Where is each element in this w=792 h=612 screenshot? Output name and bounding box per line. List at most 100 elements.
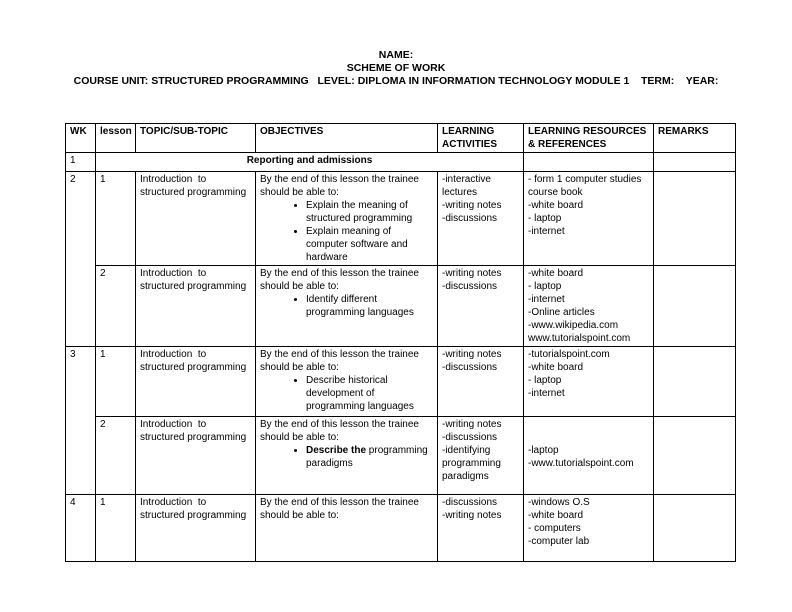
lesson-row: 3 1 Introduction to structured programming… [65, 346, 736, 495]
table-body: 1 Reporting and admissions 2 1 Introduction … [65, 152, 736, 562]
objective-bullet: Explain meaning of computer software and… [306, 225, 433, 264]
resource-item: - laptop [528, 281, 562, 292]
resources-cell: - form 1 computer studies course book -wh… [523, 171, 654, 266]
topic-cell: Introduction to structured programming [135, 265, 256, 347]
title-name-line: NAME: [378, 49, 414, 61]
objective-bold-text: Describe the [306, 445, 367, 456]
objectives-cell: By the end of this lesson the trainee sh… [255, 494, 438, 562]
remarks-cell [653, 494, 736, 562]
resource-item: -internet [528, 226, 565, 237]
resource-item: - computers [528, 523, 581, 534]
lesson-row: 2 1 Introduction to structured programming… [65, 171, 736, 347]
objectives-bullet-list: Identify different programming languages [260, 293, 433, 319]
column-header-topic: TOPIC/SUB-TOPIC [135, 123, 256, 153]
topic-cell: Introduction to structured programming [135, 346, 256, 417]
resources-cell: -tutorialspoint.com -white board - laptop -… [523, 346, 654, 417]
column-header-lesson: lesson [95, 123, 136, 153]
remarks-cell [653, 265, 736, 347]
activities-cell: -discussions -writing notes [437, 494, 524, 562]
resource-item: -white board [528, 362, 584, 373]
resource-item: -tutorialspoint.com [528, 349, 610, 360]
activity-item: -writing notes [442, 510, 502, 521]
resource-item: - form 1 computer studies course book [528, 174, 642, 198]
resource-item: -internet [528, 294, 565, 305]
resource-item: -white board [528, 510, 584, 521]
wk-cell: 2 [65, 171, 96, 347]
activity-item: -interactive lectures [442, 174, 491, 198]
objectives-bullet-list: Describe the programming paradigms [260, 444, 433, 470]
activity-item: -discussions [442, 497, 498, 508]
resources-cell: -windows O.S -white board - computers -comp… [523, 494, 654, 562]
activities-cell: -writing notes -discussions [437, 346, 524, 417]
column-header-objectives: OBJECTIVES [255, 123, 438, 153]
lesson-row: 2 Introduction to structured programming B… [66, 416, 736, 495]
objectives-bullet-list: Describe historical development of progr… [260, 374, 433, 413]
activity-item: -writing notes [442, 349, 502, 360]
lesson-cell: 2 [95, 416, 136, 495]
resource-item: -laptop [528, 445, 559, 456]
topic-cell: Introduction to structured programming [135, 171, 256, 266]
resource-item: -white board [528, 200, 584, 211]
activity-item: -identifying programming paradigms [442, 445, 501, 482]
lesson-row: 4 1 Introduction to structured programming… [65, 494, 736, 562]
activity-item: -writing notes [442, 419, 502, 430]
objective-bullet: Identify different programming languages [306, 293, 433, 319]
column-header-wk: WK [65, 123, 96, 153]
scheme-of-work-table: WK lesson TOPIC/SUB-TOPIC OBJECTIVES LEARNIN… [65, 123, 736, 562]
activity-item: -discussions [442, 213, 498, 224]
lesson-row: 2 Introduction to structured programming B… [66, 265, 736, 347]
column-header-remarks: REMARKS [653, 123, 736, 153]
lesson-cell: 1 [95, 494, 136, 562]
resource-item: -internet [528, 388, 565, 399]
objective-bullet: Explain the meaning of structured progra… [306, 199, 433, 225]
activity-item: -discussions [442, 362, 498, 373]
resource-item: -www.wikipedia.com [528, 320, 619, 331]
topic-cell: Introduction to structured programming [135, 494, 256, 562]
objectives-cell: By the end of this lesson the trainee sh… [255, 346, 438, 417]
activity-item: -writing notes [442, 200, 502, 211]
remarks-cell [653, 152, 736, 172]
wk-cell: 3 [65, 346, 96, 495]
objectives-intro: By the end of this lesson the trainee sh… [260, 497, 419, 521]
remarks-cell [653, 416, 736, 495]
remarks-cell [653, 346, 736, 417]
objective-bullet: Describe the programming paradigms [306, 444, 433, 470]
lesson-cell: 1 [95, 171, 136, 266]
wk-cell: 1 [65, 152, 96, 172]
column-header-activities: LEARNING ACTIVITIES [437, 123, 524, 153]
objectives-intro: By the end of this lesson the trainee sh… [260, 174, 419, 198]
resources-cell: -laptop -www.tutorialspoint.com [523, 416, 654, 495]
activities-cell: -interactive lectures -writing notes -disc… [437, 171, 524, 266]
resource-item: - laptop [528, 213, 562, 224]
title-course-line: COURSE UNIT: STRUCTURED PROGRAMMING LEVE… [73, 75, 719, 87]
objectives-bullet-list: Explain the meaning of structured progra… [260, 199, 433, 264]
resource-item: -Online articles [528, 307, 595, 318]
objectives-intro: By the end of this lesson the trainee sh… [260, 419, 419, 443]
objective-bullet: Describe historical development of progr… [306, 374, 433, 413]
objectives-cell: By the end of this lesson the trainee sh… [255, 416, 438, 495]
topic-cell: Introduction to structured programming [135, 416, 256, 495]
resource-item: -www.tutorialspoint.com [528, 458, 634, 469]
resource-item: -windows O.S [528, 497, 590, 508]
objectives-intro: By the end of this lesson the trainee sh… [260, 349, 419, 373]
activities-cell: -writing notes -discussions [437, 265, 524, 347]
table-header-row: WK lesson TOPIC/SUB-TOPIC OBJECTIVES LEARNIN… [65, 123, 736, 153]
resources-cell: -white board - laptop -internet -Online art… [523, 265, 654, 347]
document-page: NAME: SCHEME OF WORK COURSE UNIT: STRUCT… [0, 0, 792, 562]
objectives-intro: By the end of this lesson the trainee sh… [260, 268, 419, 292]
document-header: NAME: SCHEME OF WORK COURSE UNIT: STRUCT… [0, 0, 792, 88]
activity-item: -writing notes [442, 268, 502, 279]
activities-cell: -writing notes -discussions -identifying p… [437, 416, 524, 495]
section-row: 1 Reporting and admissions [65, 152, 736, 172]
objectives-cell: By the end of this lesson the trainee sh… [255, 171, 438, 266]
title-scheme-line: SCHEME OF WORK [346, 62, 446, 74]
remarks-cell [653, 171, 736, 266]
activity-item: -discussions [442, 432, 498, 443]
objectives-cell: By the end of this lesson the trainee sh… [255, 265, 438, 347]
resource-item: -white board [528, 268, 584, 279]
resources-cell [523, 152, 654, 172]
column-header-resources: LEARNING RESOURCES & REFERENCES [523, 123, 654, 153]
resource-item: -computer lab [528, 536, 590, 547]
resource-item: www.tutorialspoint.com [528, 333, 631, 344]
section-label-cell: Reporting and admissions [95, 152, 524, 172]
